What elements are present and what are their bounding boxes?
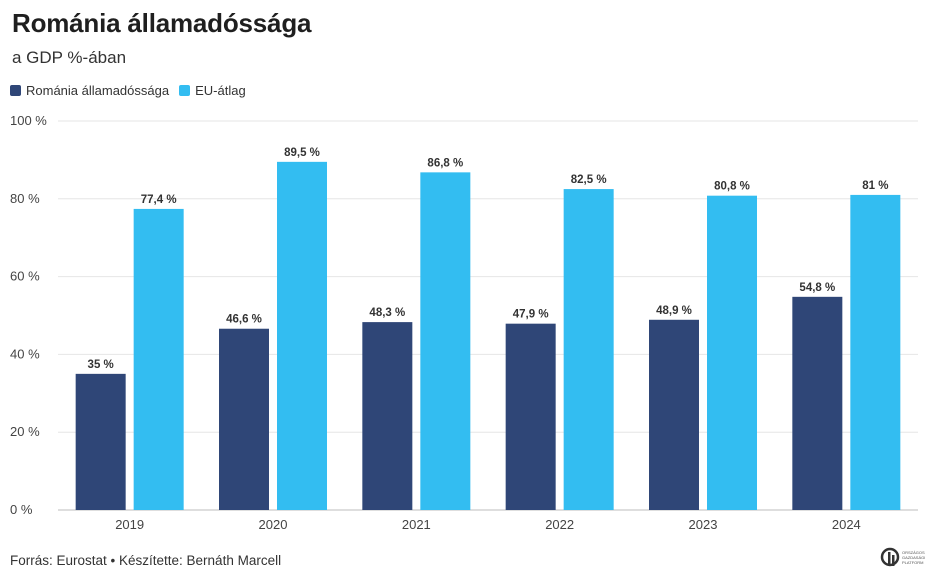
legend-swatch-eu bbox=[179, 85, 191, 96]
bar-eu bbox=[563, 189, 614, 510]
bar-romania bbox=[362, 322, 413, 510]
logo-text: ORSZÁGOS GAZDASÁGI PLATFORM bbox=[902, 549, 926, 565]
legend-item-romania: Románia államadóssága bbox=[10, 83, 169, 98]
bar-eu bbox=[707, 195, 757, 511]
legend-swatch-romania bbox=[10, 85, 21, 96]
x-tick-label: 2022 bbox=[545, 517, 574, 532]
bar-romania bbox=[219, 328, 269, 510]
y-tick-label: 60 % bbox=[10, 269, 40, 284]
bar-romania bbox=[505, 323, 556, 510]
bar-eu bbox=[420, 172, 471, 510]
y-tick-label: 0 % bbox=[10, 502, 33, 517]
x-tick-label: 2020 bbox=[259, 517, 288, 532]
data-label: 48,3 % bbox=[369, 307, 405, 319]
legend-label-romania: Románia államadóssága bbox=[26, 83, 170, 98]
bar-eu bbox=[277, 161, 327, 510]
bar-romania bbox=[75, 373, 126, 510]
x-tick-label: 2024 bbox=[832, 517, 861, 532]
source-credit: Forrás: Eurostat • Készítette: Bernáth M… bbox=[10, 553, 282, 568]
bar-romania bbox=[649, 319, 699, 510]
data-label: 46,6 % bbox=[226, 314, 262, 326]
chart-subtitle: a GDP %-ában bbox=[12, 48, 127, 67]
data-label: 35 % bbox=[88, 359, 114, 371]
data-label: 82,5 % bbox=[571, 174, 607, 186]
y-tick-label: 80 % bbox=[10, 191, 40, 206]
data-label: 89,5 % bbox=[284, 147, 320, 159]
chart-title: Románia államadóssága bbox=[12, 8, 312, 38]
y-tick-label: 20 % bbox=[10, 424, 40, 439]
bar-romania bbox=[792, 296, 843, 510]
bar-eu bbox=[133, 208, 184, 510]
data-label: 81 % bbox=[862, 180, 888, 192]
x-tick-label: 2021 bbox=[402, 517, 431, 532]
data-label: 86,8 % bbox=[427, 157, 463, 169]
x-tick-label: 2019 bbox=[115, 517, 144, 532]
data-label: 80,8 % bbox=[714, 181, 750, 193]
data-label: 77,4 % bbox=[141, 194, 177, 206]
publisher-logo: ORSZÁGOS GAZDASÁGI PLATFORM bbox=[880, 546, 940, 568]
data-label: 54,8 % bbox=[799, 282, 835, 294]
logo-icon bbox=[880, 547, 900, 567]
bar-eu bbox=[850, 194, 901, 510]
data-label: 47,9 % bbox=[513, 309, 549, 321]
legend-label-eu: EU-átlag bbox=[195, 83, 246, 98]
legend: Románia államadóssága EU-átlag bbox=[10, 83, 256, 98]
data-label: 48,9 % bbox=[656, 305, 692, 317]
y-tick-label: 40 % bbox=[10, 346, 40, 361]
x-tick-label: 2023 bbox=[689, 517, 718, 532]
y-tick-label: 100 % bbox=[10, 113, 47, 128]
legend-item-eu: EU-átlag bbox=[179, 83, 246, 98]
